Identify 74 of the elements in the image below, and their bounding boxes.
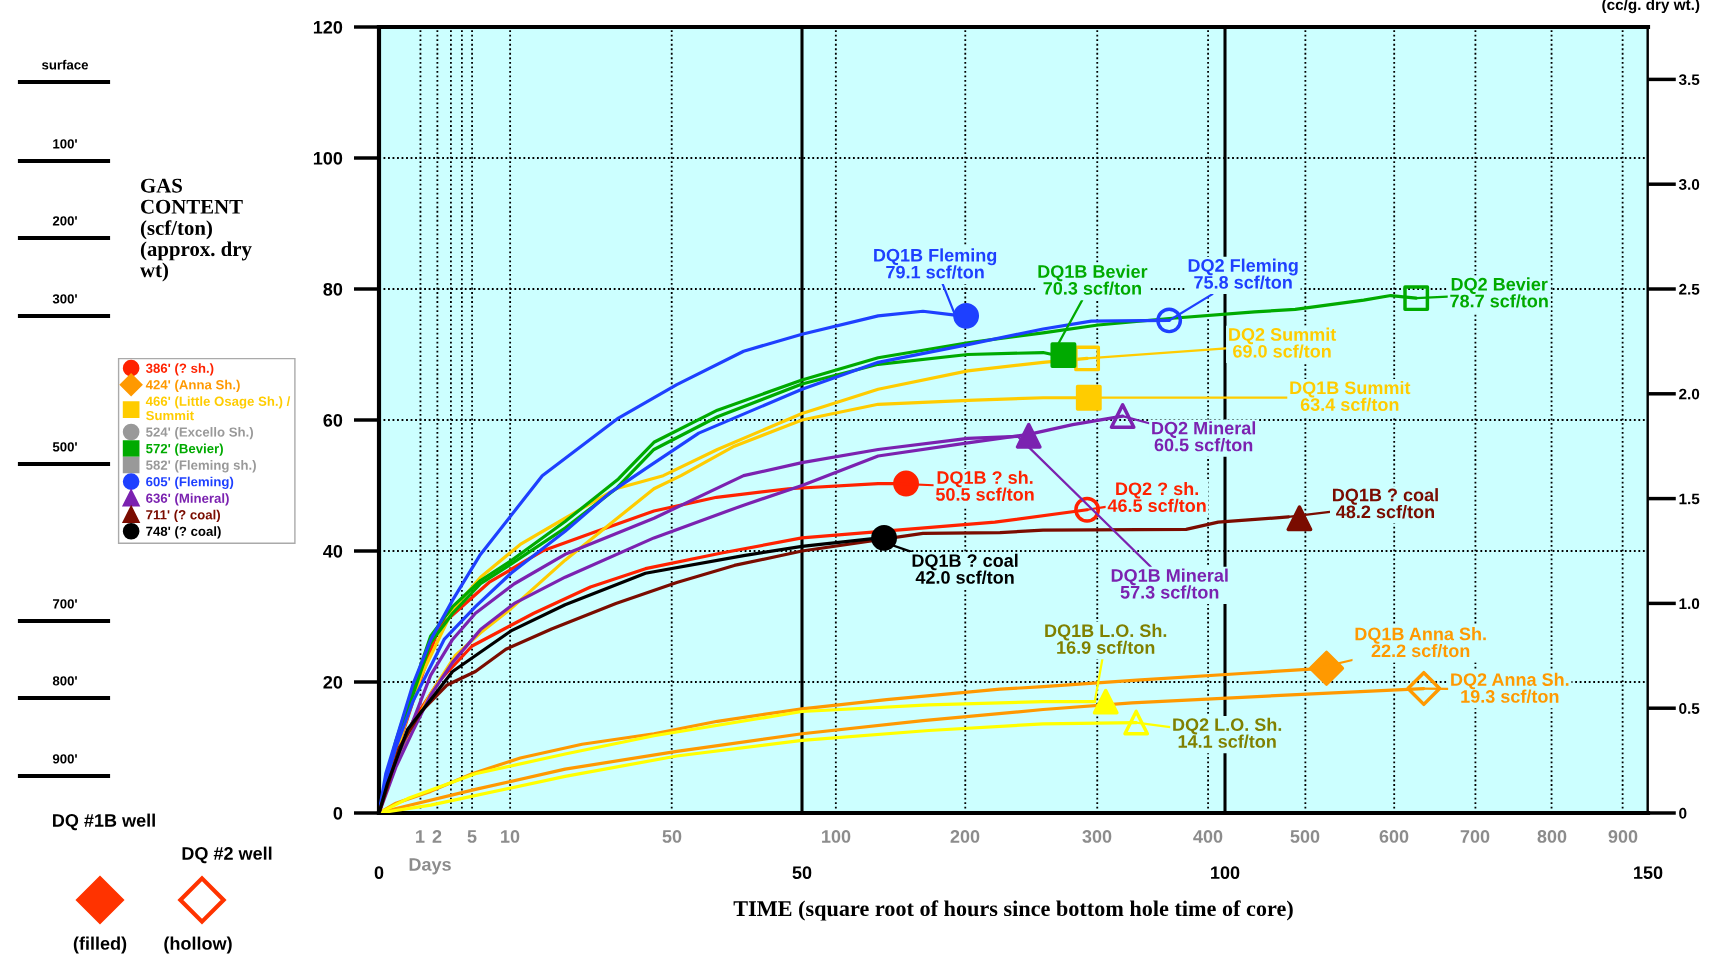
text: 50 (662, 830, 682, 843)
y2-tick-label: 2.0 (1679, 388, 1700, 400)
legend-label: 748' (? coal) (146, 526, 221, 539)
y2-tick-label: 0.5 (1679, 703, 1700, 714)
text: 800' (52, 676, 77, 686)
x-tick-label: 150 (1634, 866, 1663, 880)
y2-tick-label: 3.5 (1678, 74, 1700, 86)
y-tick-label: 0 (333, 806, 343, 820)
text: 900' (52, 754, 77, 764)
text: 2 (432, 830, 442, 843)
text: DQ #1B well (53, 813, 155, 831)
text: 10 (501, 830, 520, 843)
text: 200 (950, 830, 980, 843)
text: 300' (52, 294, 77, 304)
legend-label: 636' (Mineral) (146, 493, 229, 506)
text: 800 (1537, 830, 1567, 843)
text: DQ2 Fleming 75.8 scf/ton (1188, 258, 1298, 289)
y-tick-label: 120 (313, 20, 343, 34)
text: DQ1B Anna Sh. 22.2 scf/ton (1355, 627, 1486, 658)
legend-label: 582' (Fleming sh.) (146, 460, 256, 473)
legend-label: DQ1B ? sh. 50.5 scf/ton (935, 470, 1034, 501)
text: 500 (1290, 830, 1320, 843)
legend-label: DQ2 Anna Sh. 19.3 scf/ton (1451, 672, 1569, 703)
x-tick-label: 50 (792, 866, 812, 880)
text: surface (42, 59, 89, 70)
text: 900 (1608, 830, 1638, 843)
legend-label: DQ1B ? coal 48.2 scf/ton (1332, 488, 1438, 519)
text: 500' (52, 442, 77, 452)
y-axis-title: GAS CONTENT (scf/ton) (approx. dry wt) (140, 178, 252, 282)
y2-tick-label: 1.0 (1679, 598, 1700, 610)
text: 400 (1193, 830, 1223, 843)
text: 600 (1379, 830, 1409, 843)
text: 100' (53, 139, 77, 149)
text: DQ1B ? coal 42.0 scf/ton (912, 553, 1018, 584)
text: DQ1B Fleming 79.1 scf/ton (874, 248, 997, 279)
text: 1 (416, 830, 425, 843)
text: DQ1B L.O. Sh. 16.9 scf/ton (1045, 623, 1167, 655)
legend-label: 524' (Excello Sh.) (146, 427, 253, 440)
y2-tick-label: 0 (1679, 807, 1687, 819)
y2-tick-label: 1.5 (1679, 493, 1700, 505)
y-tick-label: 100 (313, 151, 343, 165)
text: 100 (822, 830, 851, 843)
x-tick-label: 100 (1211, 866, 1240, 880)
text: (filled) (73, 936, 127, 954)
legend-label: 605' (Fleming) (146, 476, 234, 490)
text: (hollow) (164, 936, 232, 954)
text: 5 (467, 830, 477, 843)
y-tick-label: 20 (323, 675, 343, 689)
x-tick-label: 0 (374, 866, 384, 880)
legend-label: 386' (? sh.) (145, 363, 214, 376)
legend-label: DQ2 ? sh. 46.5 scf/ton (1107, 481, 1206, 513)
text: DQ1B Mineral 57.3 scf/ton (1111, 568, 1228, 599)
text: 700 (1460, 830, 1490, 843)
text: 300 (1082, 830, 1112, 843)
y2-tick-label: 3.0 (1678, 179, 1700, 190)
text: DQ2 Summit 69.0 scf/ton (1229, 327, 1337, 358)
x-axis-title: TIME (square root of hours since bottom hole time of core) (733, 900, 1293, 921)
legend-label: 711' (? coal) (146, 509, 220, 523)
series-label: DQ2 Mineral 60.5 scf/ton (1152, 421, 1256, 452)
legend-label: DQ2 L.O. Sh. 14.1 scf/ton (1173, 717, 1282, 749)
legend-label: DQ2 Bevier 78.7 scf/ton (1450, 277, 1548, 308)
text: DQ #2 well (182, 846, 272, 864)
y-tick-label: 60 (323, 413, 343, 427)
y-tick-label: 40 (323, 544, 343, 558)
text: DQ1B Bevier 70.3 scf/ton (1038, 264, 1148, 295)
text: DQ1B Summit 63.4 scf/ton (1290, 380, 1411, 412)
y2-tick-label: 2.5 (1679, 283, 1700, 295)
text: 200' (52, 216, 77, 226)
legend-label: 572' (Bevier) (146, 443, 223, 456)
text: 700' (52, 599, 77, 609)
legend-label: 466' (Little Osage Sh.) / Summit (145, 396, 291, 421)
text: Days (409, 858, 451, 875)
y-tick-label: 80 (323, 282, 343, 296)
legend-label: 424' (Anna Sh.) (145, 379, 240, 393)
